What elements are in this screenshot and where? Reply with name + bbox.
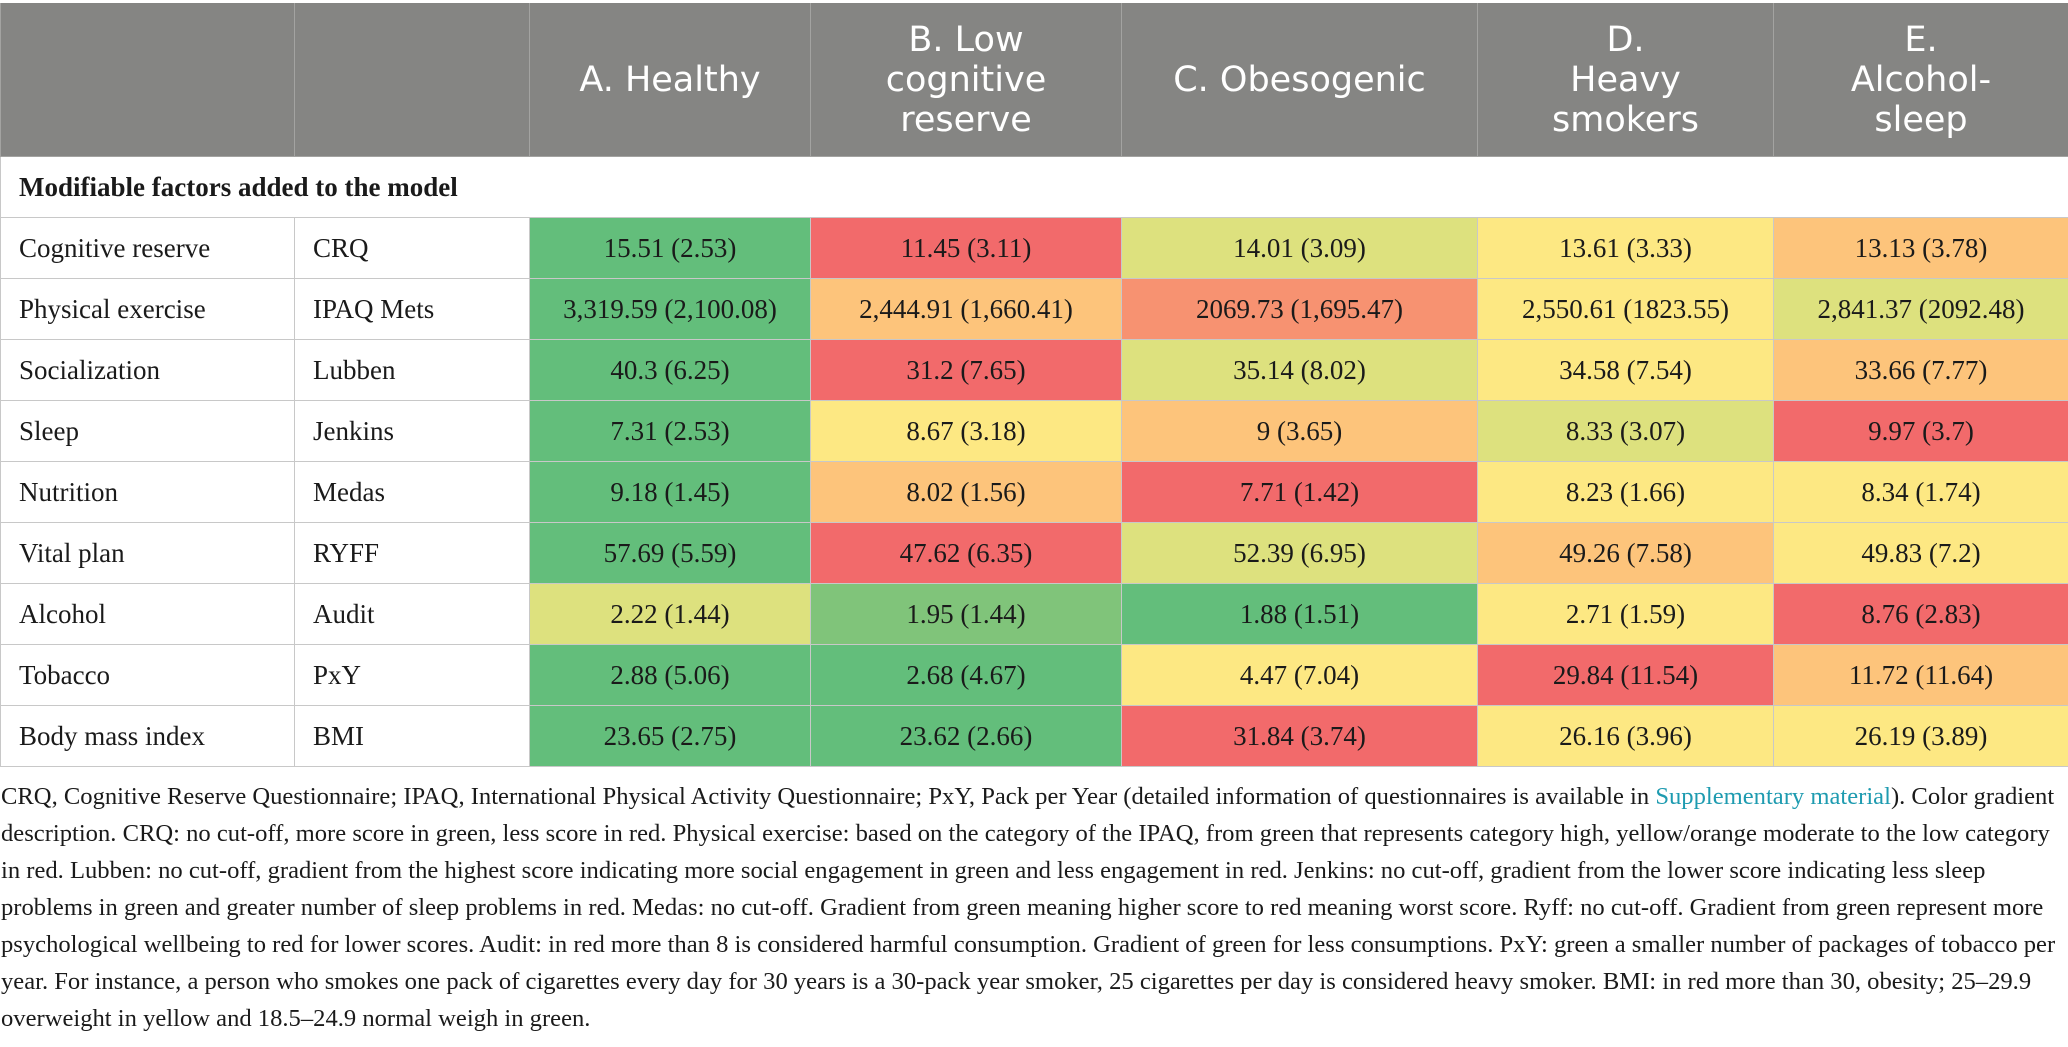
measure-label: BMI [294, 705, 530, 767]
value-cell: 57.69 (5.59) [529, 522, 811, 584]
col-header-low-cognitive-reserve-text: B. Low cognitive reserve [885, 19, 1047, 140]
factor-label: Cognitive reserve [0, 217, 295, 279]
section-title: Modifiable factors added to the model [0, 156, 2068, 218]
value-cell: 8.33 (3.07) [1477, 400, 1774, 462]
value-cell: 2,841.37 (2092.48) [1773, 278, 2068, 340]
factor-label: Socialization [0, 339, 295, 401]
value-cell: 1.88 (1.51) [1121, 583, 1478, 645]
value-cell: 2.88 (5.06) [529, 644, 811, 706]
value-cell: 31.2 (7.65) [810, 339, 1122, 401]
value-cell: 2.22 (1.44) [529, 583, 811, 645]
header-row: A. Healthy B. Low cognitive reserve C. O… [0, 3, 2068, 157]
value-cell: 26.16 (3.96) [1477, 705, 1774, 767]
table-row-alcohol: Alcohol Audit 2.22 (1.44) 1.95 (1.44) 1.… [0, 583, 2068, 645]
value-cell: 9 (3.65) [1121, 400, 1478, 462]
col-header-heavy-smokers-text: D. Heavy smokers [1552, 19, 1699, 140]
factor-label: Physical exercise [0, 278, 295, 340]
value-cell: 13.13 (3.78) [1773, 217, 2068, 279]
factor-label: Alcohol [0, 583, 295, 645]
factor-label: Tobacco [0, 644, 295, 706]
value-cell: 34.58 (7.54) [1477, 339, 1774, 401]
col-header-heavy-smokers: D. Heavy smokers [1477, 3, 1774, 157]
value-cell: 8.34 (1.74) [1773, 461, 2068, 523]
table-footnote: CRQ, Cognitive Reserve Questionnaire; IP… [1, 778, 2065, 1037]
value-cell: 1.95 (1.44) [810, 583, 1122, 645]
value-cell: 31.84 (3.74) [1121, 705, 1478, 767]
supplementary-material-link[interactable]: Supplementary material [1655, 783, 1891, 810]
value-cell: 4.47 (7.04) [1121, 644, 1478, 706]
value-cell: 49.83 (7.2) [1773, 522, 2068, 584]
value-cell: 13.61 (3.33) [1477, 217, 1774, 279]
value-cell: 35.14 (8.02) [1121, 339, 1478, 401]
table-row-physical-exercise: Physical exercise IPAQ Mets 3,319.59 (2,… [0, 278, 2068, 340]
value-cell: 8.67 (3.18) [810, 400, 1122, 462]
value-cell: 2.68 (4.67) [810, 644, 1122, 706]
value-cell: 49.26 (7.58) [1477, 522, 1774, 584]
value-cell: 8.23 (1.66) [1477, 461, 1774, 523]
value-cell: 9.18 (1.45) [529, 461, 811, 523]
header-blank-factor [0, 3, 295, 157]
table-row-cognitive-reserve: Cognitive reserve CRQ 15.51 (2.53) 11.45… [0, 217, 2068, 279]
col-header-alcohol-sleep: E. Alcohol-sleep [1773, 3, 2068, 157]
value-cell: 7.31 (2.53) [529, 400, 811, 462]
factor-label: Nutrition [0, 461, 295, 523]
table-row-vital-plan: Vital plan RYFF 57.69 (5.59) 47.62 (6.35… [0, 522, 2068, 584]
footnote-text-start: CRQ, Cognitive Reserve Questionnaire; IP… [1, 783, 1656, 810]
factor-label: Sleep [0, 400, 295, 462]
measure-label: Medas [294, 461, 530, 523]
table-row-sleep: Sleep Jenkins 7.31 (2.53) 8.67 (3.18) 9 … [0, 400, 2068, 462]
measure-label: Audit [294, 583, 530, 645]
col-header-alcohol-sleep-text: E. Alcohol-sleep [1850, 19, 1992, 140]
measure-label: PxY [294, 644, 530, 706]
value-cell: 14.01 (3.09) [1121, 217, 1478, 279]
measure-label: IPAQ Mets [294, 278, 530, 340]
table-row-tobacco: Tobacco PxY 2.88 (5.06) 2.68 (4.67) 4.47… [0, 644, 2068, 706]
factor-label: Body mass index [0, 705, 295, 767]
data-table: A. Healthy B. Low cognitive reserve C. O… [0, 3, 2068, 767]
table-row-body-mass-index: Body mass index BMI 23.65 (2.75) 23.62 (… [0, 705, 2068, 767]
value-cell: 2069.73 (1,695.47) [1121, 278, 1478, 340]
col-header-obesogenic: C. Obesogenic [1121, 3, 1478, 157]
value-cell: 8.02 (1.56) [810, 461, 1122, 523]
measure-label: CRQ [294, 217, 530, 279]
value-cell: 7.71 (1.42) [1121, 461, 1478, 523]
measure-label: Lubben [294, 339, 530, 401]
value-cell: 23.62 (2.66) [810, 705, 1122, 767]
value-cell: 23.65 (2.75) [529, 705, 811, 767]
value-cell: 11.45 (3.11) [810, 217, 1122, 279]
value-cell: 29.84 (11.54) [1477, 644, 1774, 706]
col-header-low-cognitive-reserve: B. Low cognitive reserve [810, 3, 1122, 157]
col-header-healthy: A. Healthy [529, 3, 811, 157]
value-cell: 26.19 (3.89) [1773, 705, 2068, 767]
factor-label: Vital plan [0, 522, 295, 584]
value-cell: 52.39 (6.95) [1121, 522, 1478, 584]
measure-label: Jenkins [294, 400, 530, 462]
value-cell: 47.62 (6.35) [810, 522, 1122, 584]
value-cell: 15.51 (2.53) [529, 217, 811, 279]
value-cell: 40.3 (6.25) [529, 339, 811, 401]
value-cell: 8.76 (2.83) [1773, 583, 2068, 645]
value-cell: 3,319.59 (2,100.08) [529, 278, 811, 340]
table-row-socialization: Socialization Lubben 40.3 (6.25) 31.2 (7… [0, 339, 2068, 401]
section-row: Modifiable factors added to the model [0, 156, 2068, 218]
table-row-nutrition: Nutrition Medas 9.18 (1.45) 8.02 (1.56) … [0, 461, 2068, 523]
measure-label: RYFF [294, 522, 530, 584]
value-cell: 2,444.91 (1,660.41) [810, 278, 1122, 340]
footnote-text-end: ). Color gradient description. CRQ: no c… [1, 783, 2056, 1032]
value-cell: 11.72 (11.64) [1773, 644, 2068, 706]
header-blank-measure [294, 3, 530, 157]
value-cell: 9.97 (3.7) [1773, 400, 2068, 462]
value-cell: 2,550.61 (1823.55) [1477, 278, 1774, 340]
value-cell: 33.66 (7.77) [1773, 339, 2068, 401]
value-cell: 2.71 (1.59) [1477, 583, 1774, 645]
